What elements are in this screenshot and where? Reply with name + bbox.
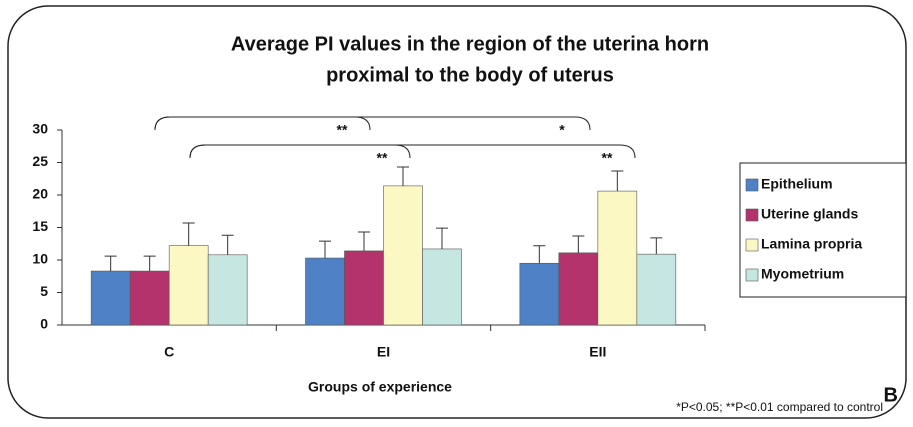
legend-label: Myometrium <box>761 266 844 282</box>
y-tick-label: 10 <box>32 251 48 267</box>
legend-box <box>739 162 907 298</box>
y-tick-label: 25 <box>32 153 48 169</box>
y-tick-label: 0 <box>40 316 48 332</box>
bar <box>597 190 638 326</box>
error-bar <box>650 237 663 255</box>
bar <box>636 253 677 326</box>
significance-label: ** <box>602 150 613 166</box>
error-bar <box>436 227 448 249</box>
y-tick-label: 30 <box>32 121 48 137</box>
error-bar <box>358 231 370 251</box>
error-bar <box>182 222 195 246</box>
chart-title: Average PI values in the region of the u… <box>231 33 709 55</box>
legend-label: Uterine glands <box>761 206 858 222</box>
bar <box>168 245 209 326</box>
y-tick-label: 20 <box>32 186 48 202</box>
error-bar <box>397 166 409 186</box>
footnote: *P<0.05; **P<0.01 compared to control <box>676 400 883 414</box>
significance-label: ** <box>377 150 388 166</box>
bracket <box>189 144 636 159</box>
error-bar <box>533 245 546 264</box>
error-bar <box>572 235 585 253</box>
error-bar <box>104 255 117 272</box>
bar <box>305 257 345 326</box>
x-tick-label: C <box>164 344 174 360</box>
bar <box>383 185 423 326</box>
chart-title: proximal to the body of uterus <box>326 64 614 86</box>
error-bar <box>221 234 234 255</box>
legend-swatch <box>745 238 759 252</box>
legend-label: Lamina propria <box>761 236 862 252</box>
bar <box>90 270 131 326</box>
bar <box>129 270 170 326</box>
x-tick-label: EII <box>589 344 606 360</box>
y-tick-label: 5 <box>40 283 48 299</box>
legend-label: Epithelium <box>761 176 833 192</box>
x-tick-label: EI <box>377 344 390 360</box>
legend-swatch <box>745 178 759 192</box>
bar <box>422 248 462 326</box>
bar <box>519 262 560 326</box>
legend-swatch <box>745 268 759 282</box>
bracket <box>154 116 591 131</box>
error-bar <box>611 170 624 192</box>
significance-label: * <box>559 122 565 138</box>
panel-label: B <box>884 384 898 406</box>
error-bar <box>143 255 156 272</box>
error-bar <box>319 240 331 259</box>
bar <box>344 250 384 326</box>
x-axis-title: Groups of experience <box>308 379 452 395</box>
significance-label: ** <box>337 122 348 138</box>
bar <box>207 254 248 326</box>
y-tick-label: 15 <box>32 218 48 234</box>
legend-swatch <box>745 208 759 222</box>
bar <box>558 252 599 326</box>
